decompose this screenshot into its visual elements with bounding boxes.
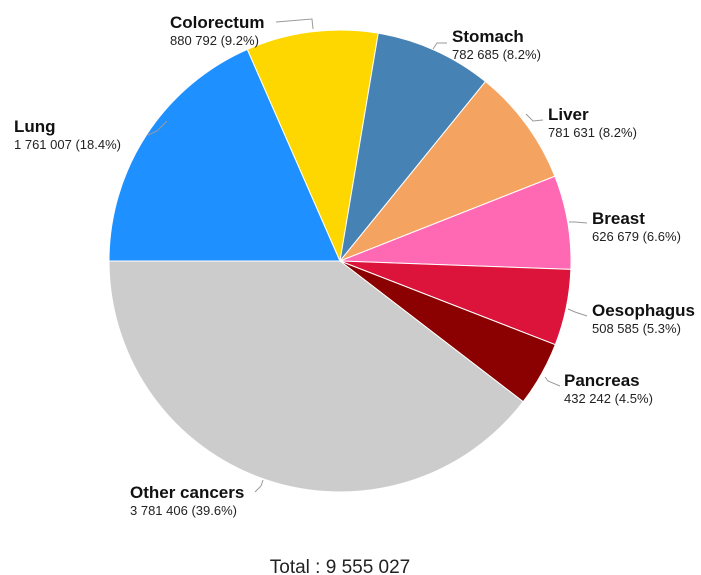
leader-colorectum <box>275 18 314 30</box>
label-value-stomach: 782 685 (8.2%) <box>452 47 541 62</box>
label-value-other-cancers: 3 781 406 (39.6%) <box>130 503 237 518</box>
slice-other-cancers <box>108 260 524 493</box>
slice-liver <box>338 80 556 263</box>
label-name-other-cancers: Other cancers <box>130 483 244 502</box>
label-value-oesophagus: 508 585 (5.3%) <box>592 321 681 336</box>
label-name-lung: Lung <box>14 117 56 136</box>
label-name-pancreas: Pancreas <box>564 371 640 390</box>
label-name-breast: Breast <box>592 209 645 228</box>
label-name-colorectum: Colorectum <box>170 13 264 32</box>
leader-lines <box>147 18 588 493</box>
label-value-breast: 626 679 (6.6%) <box>592 229 681 244</box>
label-name-liver: Liver <box>548 105 589 124</box>
leader-oesophagus <box>567 308 588 317</box>
label-name-stomach: Stomach <box>452 27 524 46</box>
label-value-lung: 1 761 007 (18.4%) <box>14 137 121 152</box>
label-value-liver: 781 631 (8.2%) <box>548 125 637 140</box>
label-name-oesophagus: Oesophagus <box>592 301 695 320</box>
label-value-pancreas: 432 242 (4.5%) <box>564 391 653 406</box>
pie-slices <box>108 29 572 493</box>
chart-total: Total : 9 555 027 <box>270 557 411 575</box>
slice-stomach <box>339 32 487 263</box>
label-value-colorectum: 880 792 (9.2%) <box>170 33 259 48</box>
leader-breast <box>569 221 588 224</box>
leader-stomach <box>432 42 447 50</box>
slice-lung <box>108 48 341 262</box>
slice-colorectum <box>246 29 379 263</box>
leader-lung <box>147 120 168 136</box>
leader-other-cancers <box>254 479 264 493</box>
leader-liver <box>525 113 544 122</box>
leader-pancreas <box>544 376 561 387</box>
